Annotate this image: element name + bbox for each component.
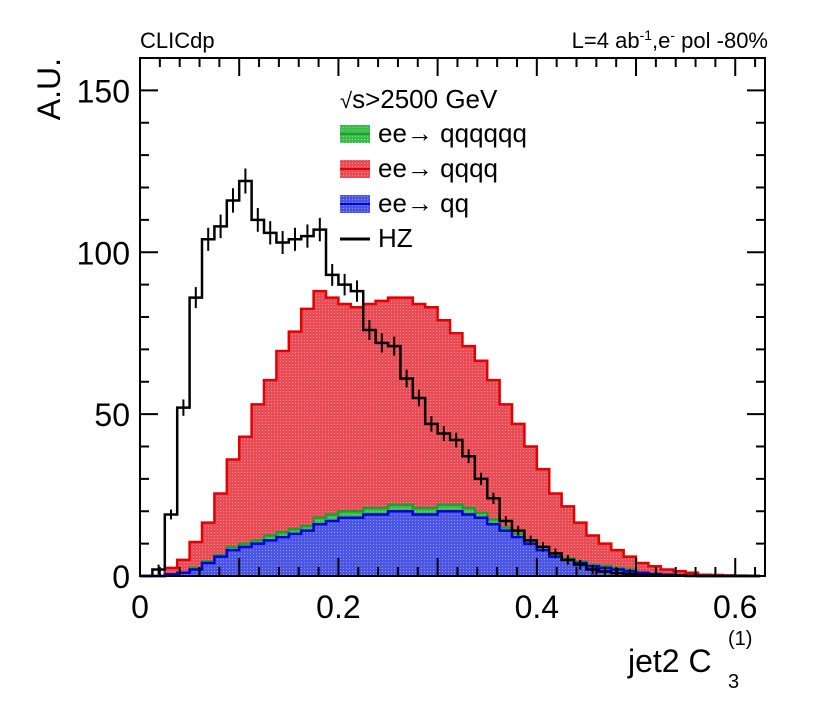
x-tick-label: 0 [131,589,149,625]
x-axis-label-superscript: (1) [728,628,752,650]
legend-title: √s>2500 GeV [340,84,498,114]
luminosity-label: L=4 ab-1,e- pol -80% [572,27,768,53]
axes-layer: 0 0.2 0.4 0.6 0 50 100 150 [77,57,766,625]
y-axis-label: A.U. [31,58,67,120]
y-tick-label: 150 [77,73,130,109]
x-tick-label: 0.2 [316,589,360,625]
stack-qqqq-outline [140,289,761,578]
y-tick-label: 100 [77,235,130,271]
legend-label-hz: HZ [378,223,413,253]
legend-label-qqqq: ee→ qqqq [378,153,498,183]
stack-qq-series [140,511,761,576]
collaboration-label: CLICdp [140,28,215,53]
x-tick-label: 0.6 [713,589,757,625]
hz-series [140,168,761,578]
x-axis-label: jet2 C [627,643,712,679]
x-tick-label: 0.4 [515,589,559,625]
stack-qq-outline [140,510,761,578]
histogram-layer [140,168,761,578]
y-tick-label: 0 [112,559,130,595]
y-tick-label: 50 [94,397,130,433]
hz-line [140,179,761,578]
legend-label-qq: ee→ qq [378,188,469,218]
legend-label-qqqqqq: ee→ qqqqqq [378,118,527,148]
x-axis-label-subscript: 3 [728,671,739,693]
legend: √s>2500 GeV ee→ qqqqqq ee→ qqqq ee→ qq H… [340,84,527,253]
